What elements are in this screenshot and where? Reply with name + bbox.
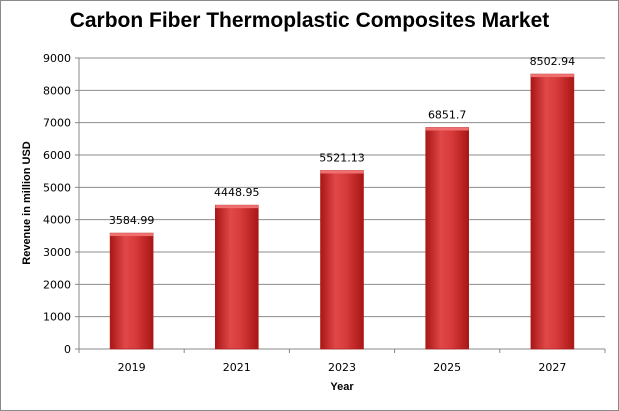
data-label-2025: 6851.7 bbox=[428, 108, 467, 121]
x-axis-label: Year bbox=[330, 381, 354, 393]
y-tick-label: 2000 bbox=[43, 278, 71, 291]
x-tick-label: 2021 bbox=[223, 361, 251, 374]
bar-top-highlight bbox=[215, 205, 259, 209]
data-label-2027: 8502.94 bbox=[530, 55, 576, 68]
bar-top-highlight bbox=[110, 233, 154, 237]
y-tick-label: 0 bbox=[64, 343, 71, 356]
x-tick-label: 2019 bbox=[118, 361, 146, 374]
data-label-2019: 3584.99 bbox=[109, 214, 155, 227]
x-tick-label: 2025 bbox=[433, 361, 461, 374]
y-tick-label: 4000 bbox=[43, 214, 71, 227]
y-tick-labels: 0 1000 2000 3000 4000 5000 6000 7000 8000 9000 bbox=[43, 52, 71, 356]
y-tick-label: 8000 bbox=[43, 84, 71, 97]
chart-title: Carbon Fiber Thermoplastic Composites Ma… bbox=[69, 9, 550, 32]
bar-2025 bbox=[425, 127, 470, 350]
y-axis-label: Revenue in million USD bbox=[21, 141, 33, 265]
data-labels: 3584.99 4448.95 5521.13 6851.7 8502.94 bbox=[109, 55, 575, 227]
bar-top-highlight bbox=[320, 170, 364, 174]
y-tick-label: 1000 bbox=[43, 311, 71, 324]
bar-2021 bbox=[215, 204, 259, 350]
y-tick-label: 6000 bbox=[43, 149, 71, 162]
bar-2027 bbox=[530, 73, 575, 350]
bar-2023 bbox=[320, 170, 364, 350]
x-tick-label: 2023 bbox=[328, 361, 356, 374]
bar-2019 bbox=[109, 232, 154, 350]
y-tick-label: 3000 bbox=[43, 246, 71, 259]
x-tick-label: 2027 bbox=[538, 361, 566, 374]
y-tick-label: 7000 bbox=[43, 117, 71, 130]
y-tick-label: 9000 bbox=[43, 52, 71, 65]
y-tick-label: 5000 bbox=[43, 181, 71, 194]
bar-top-highlight bbox=[530, 74, 574, 78]
data-label-2023: 5521.13 bbox=[319, 151, 365, 164]
x-tick-labels: 2019 2021 2023 2025 2027 bbox=[78, 349, 606, 374]
data-label-2021: 4448.95 bbox=[214, 186, 260, 199]
bar-top-highlight bbox=[425, 127, 469, 131]
bars bbox=[109, 73, 575, 350]
